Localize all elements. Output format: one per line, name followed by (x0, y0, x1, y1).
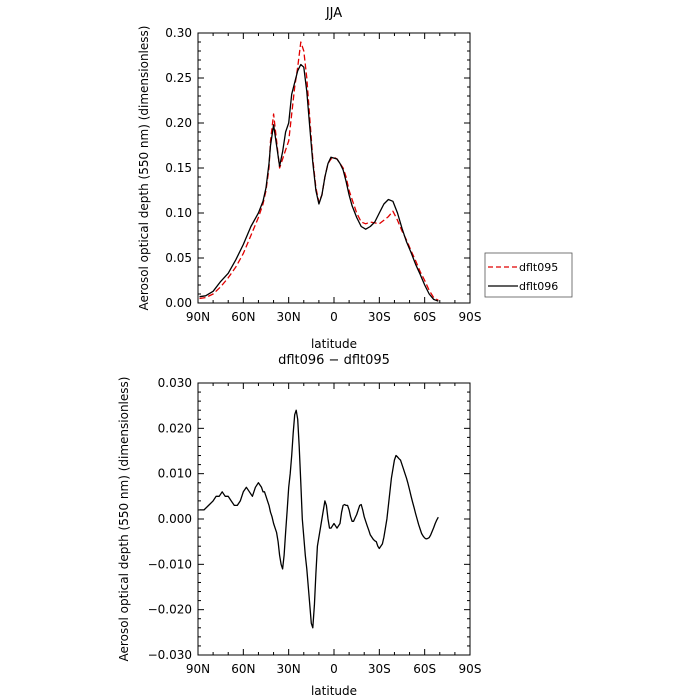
bottom-x-tick-label: 60S (413, 662, 436, 676)
legend: dflt095 dflt096 (484, 252, 573, 298)
top-y-tick-label: 0.10 (165, 206, 192, 220)
bottom-y-tick-label: 0.020 (158, 421, 192, 435)
bottom-y-tick-label: 0.010 (158, 467, 192, 481)
top-plot-marks (199, 41, 439, 302)
top-panel: JJA 90N 60N 30N 0 30S 60S 90S 0.00 0.05 0.10 0.15 0… (137, 6, 481, 351)
bottom-panel: dflt096 − dflt095 90N 60N 30N 0 30S 60S 90S −0.… (117, 353, 481, 698)
top-x-tick-label: 0 (330, 310, 338, 324)
top-x-tick-label: 60N (231, 310, 255, 324)
legend-label-dflt095: dflt095 (519, 261, 558, 274)
bottom-plot-frame (197, 382, 471, 656)
legend-box (484, 252, 573, 298)
bottom-x-tick-label: 90N (186, 662, 210, 676)
bottom-series-difference (199, 409, 439, 629)
top-y-tick-label: 0.15 (165, 161, 192, 175)
bottom-y-tick-label: −0.020 (148, 603, 192, 617)
top-y-tick-label: 0.30 (165, 26, 192, 40)
top-x-axis-label: latitude (311, 337, 357, 351)
bottom-chart-title: dflt096 − dflt095 (278, 353, 390, 368)
bottom-x-tick-label: 0 (330, 662, 338, 676)
bottom-x-tick-label: 30S (368, 662, 391, 676)
top-y-axis-label: Aerosol optical depth (550 nm) (dimensio… (137, 26, 151, 311)
bottom-y-tick-label: 0.030 (158, 376, 192, 390)
bottom-x-tick-label: 90S (459, 662, 482, 676)
bottom-x-tick-label: 60N (231, 662, 255, 676)
legend-label-dflt096: dflt096 (519, 280, 558, 293)
top-x-tick-label: 30S (368, 310, 391, 324)
bottom-y-tick-label: 0.000 (158, 512, 192, 526)
top-x-tick-label: 60S (413, 310, 436, 324)
bottom-y-tick-label: −0.030 (148, 648, 192, 662)
top-chart-title: JJA (325, 6, 342, 21)
top-y-tick-label: 0.20 (165, 116, 192, 130)
bottom-plot-marks (199, 409, 439, 629)
top-x-tick-label: 90N (186, 310, 210, 324)
bottom-x-axis-label: latitude (311, 684, 357, 698)
top-y-tick-label: 0.00 (165, 296, 192, 310)
bottom-y-axis-label: Aerosol optical depth (550 nm) (dimensio… (117, 377, 131, 662)
top-x-tick-label: 30N (277, 310, 301, 324)
top-y-tick-label: 0.05 (165, 251, 192, 265)
bottom-y-tick-label: −0.010 (148, 557, 192, 571)
top-x-tick-label: 90S (459, 310, 482, 324)
bottom-x-tick-label: 30N (277, 662, 301, 676)
bottom-ticks: 90N 60N 30N 0 30S 60S 90S −0.030 −0.020 −0.010 0.0… (148, 376, 482, 676)
top-series-dflt096 (199, 63, 439, 302)
top-y-tick-label: 0.25 (165, 71, 192, 85)
top-ticks: 90N 60N 30N 0 30S 60S 90S 0.00 0.05 0.10 0.15 0.20 0… (165, 26, 481, 324)
